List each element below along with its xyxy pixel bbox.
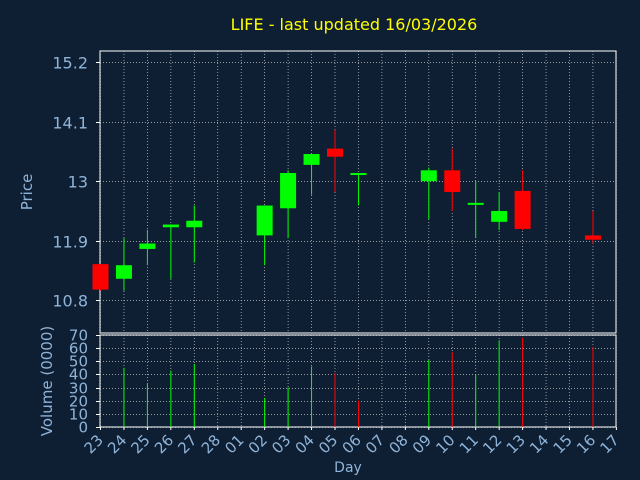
x-tick-label: 28	[198, 431, 224, 457]
x-tick-label: 14	[526, 431, 552, 457]
volume-axis-label: Volume (0000)	[38, 326, 56, 436]
x-tick-label: 05	[315, 431, 341, 457]
price-tick-label: 11.9	[52, 233, 88, 252]
x-tick-label: 08	[385, 431, 411, 457]
volume-tick-label: 40	[69, 366, 88, 384]
candle-body	[162, 224, 179, 228]
x-tick-label: 24	[104, 431, 130, 457]
x-tick-label: 07	[362, 431, 388, 457]
price-axis-label: Price	[18, 174, 36, 211]
x-tick-label: 06	[339, 431, 365, 457]
candle-body	[115, 265, 132, 279]
candle-body	[420, 170, 437, 182]
candle-body	[467, 202, 484, 205]
volume-tick-label: 0	[78, 419, 88, 437]
candle-body	[491, 210, 508, 222]
price-panel-frame	[99, 50, 617, 334]
x-tick-label: 09	[409, 431, 435, 457]
x-tick-label: 26	[151, 431, 177, 457]
volume-tick-label: 70	[69, 327, 88, 345]
x-tick-label: 16	[573, 431, 599, 457]
volume-tick-label: 60	[69, 340, 88, 358]
candle-body	[92, 264, 109, 290]
chart-title: LIFE - last updated 16/03/2026	[231, 15, 478, 34]
candle-body	[350, 173, 367, 176]
volume-tick-label: 10	[69, 406, 88, 424]
x-tick-label: 15	[550, 431, 576, 457]
price-tick-label: 15.2	[52, 54, 88, 73]
candle-body	[256, 205, 273, 236]
volume-tick-label: 20	[69, 393, 88, 411]
candle-body	[280, 173, 297, 209]
x-tick-label: 10	[432, 431, 458, 457]
x-tick-label: 11	[456, 431, 482, 457]
price-tick-label: 14.1	[52, 114, 88, 133]
x-tick-label: 01	[221, 431, 247, 457]
candle-body	[303, 154, 320, 165]
x-tick-label: 04	[292, 431, 318, 457]
candle-body	[139, 243, 156, 249]
price-tick-label: 10.8	[52, 292, 88, 311]
x-tick-label: 17	[596, 431, 622, 457]
candle-body	[584, 235, 601, 240]
x-axis-label: Day	[334, 460, 362, 476]
volume-tick-label: 50	[69, 353, 88, 371]
candle-body	[444, 170, 461, 192]
x-tick-label: 13	[503, 431, 529, 457]
volume-tick-label: 30	[69, 380, 88, 398]
candle-body	[186, 220, 203, 228]
x-tick-label: 25	[127, 431, 153, 457]
candle-body	[327, 148, 343, 157]
price-tick-label: 13	[68, 173, 88, 192]
x-tick-label: 27	[174, 431, 200, 457]
x-tick-label: 12	[479, 431, 505, 457]
candle-body	[514, 190, 531, 229]
x-tick-label: 03	[268, 431, 294, 457]
x-tick-label: 02	[245, 431, 271, 457]
